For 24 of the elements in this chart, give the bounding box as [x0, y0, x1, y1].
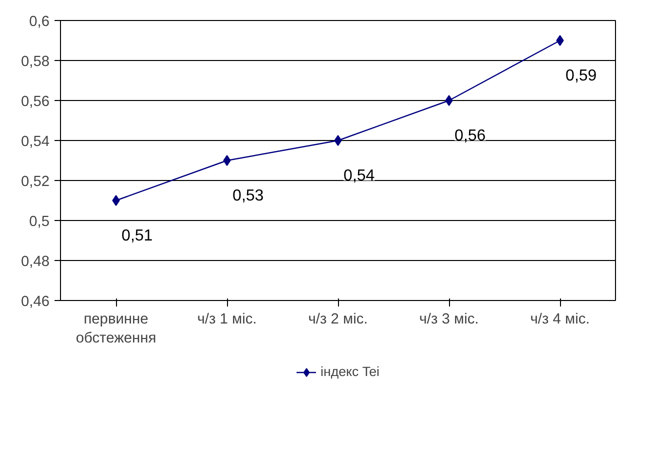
x-tick-label: ч/з 2 міс. — [308, 312, 368, 328]
data-label: 0,56 — [454, 128, 486, 144]
y-tick-label: 0,6 — [29, 14, 50, 30]
point — [556, 35, 564, 46]
y-tick-label: 0,54 — [20, 134, 50, 150]
data-label: 0,51 — [122, 228, 153, 244]
point — [334, 135, 342, 146]
legend-label: індекс Tei — [320, 364, 380, 379]
y-tick-label: 0,5 — [29, 214, 50, 230]
data-label: 0,53 — [232, 188, 264, 204]
y-tick-label: 0,48 — [20, 254, 50, 270]
y-tick-label: 0,52 — [20, 174, 50, 190]
y-tick-label: 0,46 — [20, 294, 50, 310]
x-tick-label: ч/з 4 міс. — [530, 312, 590, 328]
y-tick-label: 0,58 — [20, 54, 50, 70]
y-tick-label: 0,56 — [20, 94, 50, 110]
data-label: 0,54 — [344, 168, 375, 184]
point — [223, 155, 231, 166]
point — [112, 195, 120, 206]
x-tick-label: ч/з 1 міс. — [197, 312, 257, 328]
point — [445, 95, 453, 106]
data-label: 0,59 — [566, 68, 597, 84]
x-tick-label: первинне обстеження — [76, 312, 156, 347]
x-tick-label: ч/з 3 міс. — [419, 312, 479, 328]
